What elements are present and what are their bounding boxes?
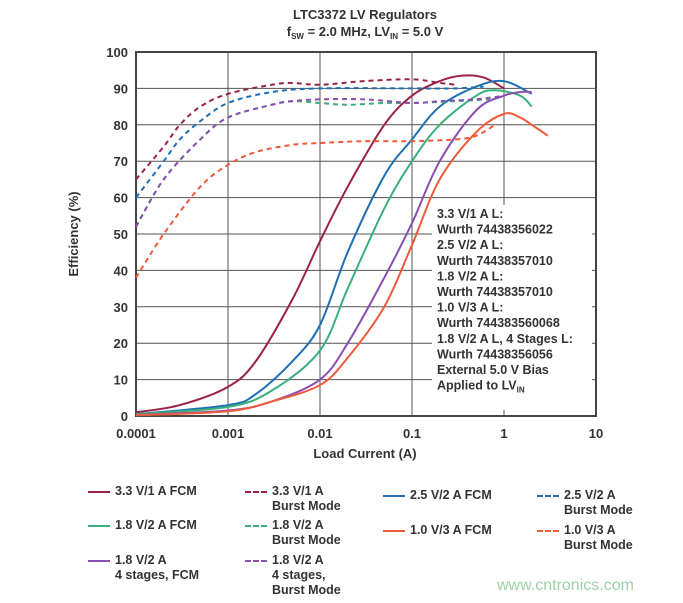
legend-item: 1.0 V/3 A FCM (383, 523, 492, 538)
legend-swatch (88, 491, 110, 493)
legend-swatch (537, 530, 559, 532)
annotation-line: 1.0 V/3 A L: (437, 301, 503, 315)
annotation-line: 3.3 V/1 A L: (437, 207, 503, 221)
y-tick-label: 100 (106, 45, 128, 60)
legend-swatch (88, 560, 110, 562)
legend-item: 1.8 V/2 A FCM (88, 518, 197, 533)
y-axis-label: Efficiency (%) (66, 191, 81, 276)
annotation-background (432, 205, 592, 410)
legend-item: 3.3 V/1 A Burst Mode (245, 484, 341, 514)
y-tick-label: 20 (114, 336, 128, 351)
legend-swatch (537, 495, 559, 497)
legend-swatch (245, 491, 267, 493)
series-line-1 (135, 78, 457, 181)
legend-label: 1.0 V/3 A FCM (410, 523, 492, 537)
annotation-line: External 5.0 V Bias (437, 363, 549, 377)
efficiency-chart: LTC3372 LV Regulators fSW = 2.0 MHz, LVIN… (66, 7, 603, 461)
legend-label: 1.0 V/3 A Burst Mode (564, 523, 633, 552)
legend-label: 2.5 V/2 A Burst Mode (564, 488, 633, 517)
y-tick-label: 30 (114, 300, 128, 315)
legend-swatch (245, 525, 267, 527)
legend-label: 1.8 V/2 A FCM (115, 518, 197, 532)
annotation-line: Wurth 74438356056 (437, 347, 553, 361)
annotation-line: Wurth 744383560068 (437, 316, 560, 330)
plot-frame (135, 51, 597, 417)
legend-item: 2.5 V/2 A FCM (383, 488, 492, 503)
series-line-4 (135, 89, 533, 416)
series-line-7 (135, 94, 505, 228)
x-tick-label: 0.001 (212, 426, 245, 441)
legend-item: 3.3 V/1 A FCM (88, 484, 197, 499)
legend-swatch (88, 525, 110, 527)
series-line-0 (135, 74, 505, 414)
y-tick-label: 60 (114, 191, 128, 206)
watermark: www.cntronics.com (497, 577, 634, 594)
x-tick-label: 1 (500, 426, 507, 441)
annotation-line: 2.5 V/2 A L: (437, 238, 503, 252)
x-tick-label: 10 (589, 426, 603, 441)
annotation-line: 1.8 V/2 A L, 4 Stages L: (437, 332, 573, 346)
annotation-line: Applied to LVIN (437, 379, 525, 395)
y-tick-label: 80 (114, 118, 128, 133)
legend-label: 2.5 V/2 A FCM (410, 488, 492, 502)
annotation-line: 1.8 V/2 A L: (437, 269, 503, 283)
y-tick-label: 0 (121, 409, 128, 424)
y-tick-label: 70 (114, 154, 128, 169)
x-tick-label: 0.01 (307, 426, 332, 441)
x-tick-label: 0.1 (403, 426, 421, 441)
series-line-2 (135, 79, 533, 416)
legend-label: 3.3 V/1 A Burst Mode (272, 484, 341, 513)
legend-label: 3.3 V/1 A FCM (115, 484, 197, 498)
y-tick-label: 90 (114, 81, 128, 96)
legend-item: 1.8 V/2 A Burst Mode (245, 518, 341, 548)
y-tick-label: 50 (114, 227, 128, 242)
legend-swatch (383, 530, 405, 532)
x-tick-label: 0.0001 (116, 426, 156, 441)
annotation-line: Wurth 74438357010 (437, 254, 553, 268)
series-line-8 (135, 112, 549, 417)
chart-title: LTC3372 LV Regulators (293, 7, 437, 22)
x-axis-label: Load Current (A) (313, 446, 416, 461)
annotation-line: Wurth 74438356022 (437, 223, 553, 237)
legend-swatch (383, 495, 405, 497)
series-line-3 (135, 85, 484, 199)
chart-subtitle: fSW = 2.0 MHz, LVIN = 5.0 V (287, 24, 444, 41)
legend-swatch (245, 560, 267, 562)
series-line-9 (135, 123, 496, 279)
y-tick-label: 10 (114, 373, 128, 388)
y-tick-label: 40 (114, 263, 128, 278)
legend-label: 1.8 V/2 A Burst Mode (272, 518, 341, 547)
annotation-line: Wurth 74438357010 (437, 285, 553, 299)
legend-item: 1.0 V/3 A Burst Mode (537, 523, 633, 553)
legend-item: 2.5 V/2 A Burst Mode (537, 488, 633, 518)
